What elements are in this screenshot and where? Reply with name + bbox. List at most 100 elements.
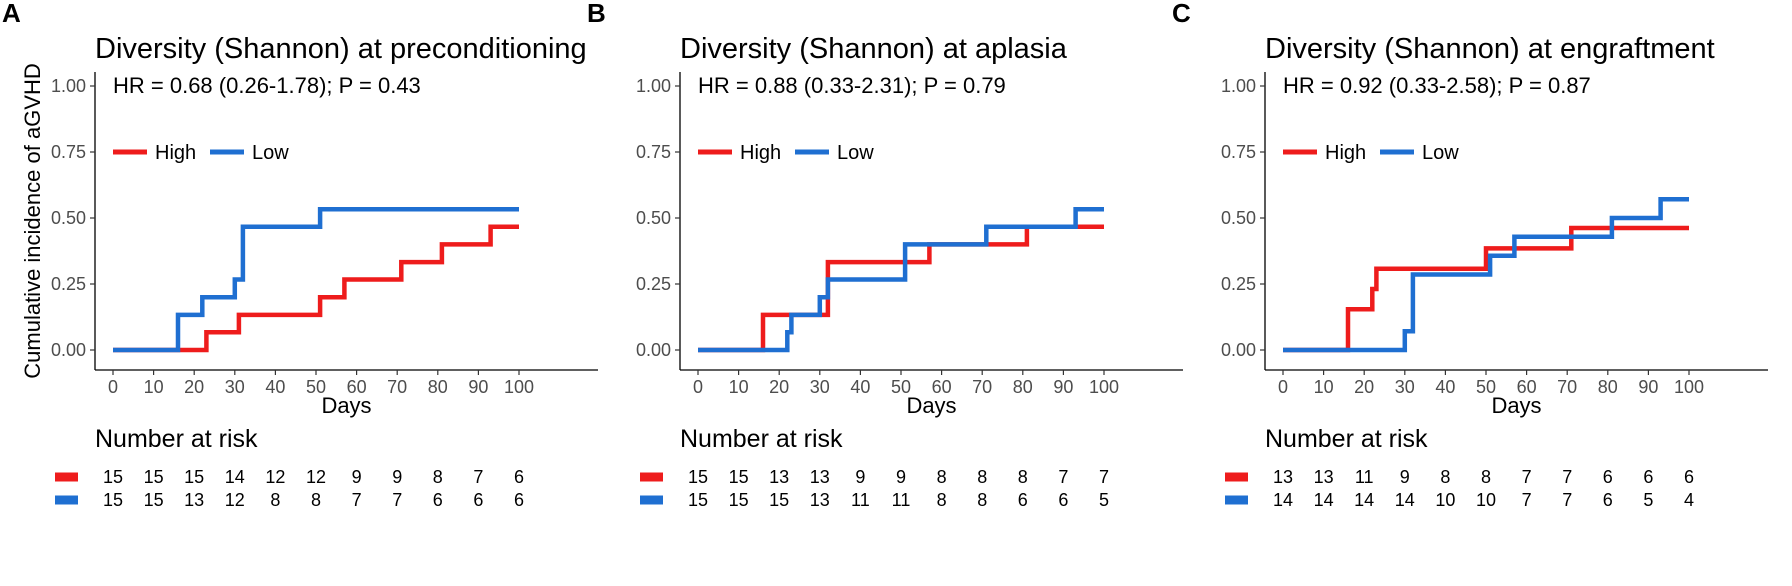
panel-b: B Diversity (Shannon) at aplasia 0.00 0.25 0… (587, 0, 1183, 510)
risk-count: 8 (270, 490, 280, 510)
risk-count: 5 (1643, 490, 1653, 510)
x-tick-label: 60 (1517, 377, 1537, 397)
x-tick-label: 70 (387, 377, 407, 397)
risk-count: 9 (392, 467, 402, 487)
risk-count: 14 (1395, 490, 1415, 510)
risk-count: 7 (1058, 467, 1068, 487)
x-tick-label: 10 (1314, 377, 1334, 397)
risk-count: 6 (473, 490, 483, 510)
risk-count: 9 (1400, 467, 1410, 487)
risk-count: 12 (265, 467, 285, 487)
risk-count: 7 (392, 490, 402, 510)
y-tick-label: 0.25 (51, 274, 86, 294)
risk-count: 14 (1354, 490, 1374, 510)
x-tick-label: 50 (891, 377, 911, 397)
risk-count: 8 (1440, 467, 1450, 487)
risk-count: 7 (1522, 467, 1532, 487)
x-tick-label: 20 (184, 377, 204, 397)
risk-count: 13 (769, 467, 789, 487)
y-tick-label: 0.00 (1221, 340, 1256, 360)
y-tick-label: 0.50 (636, 208, 671, 228)
x-axis-title: Days (321, 393, 371, 418)
x-tick-label: 60 (932, 377, 952, 397)
y-tick-label: 0.50 (51, 208, 86, 228)
risk-count: 7 (1522, 490, 1532, 510)
series-line-high (698, 224, 1104, 353)
chart-title: Diversity (Shannon) at engraftment (1265, 33, 1715, 65)
chart-title: Diversity (Shannon) at aplasia (680, 33, 1068, 65)
risk-count: 6 (1643, 467, 1653, 487)
x-tick-label: 40 (1435, 377, 1455, 397)
x-axis-title: Days (906, 393, 956, 418)
chart-title: Diversity (Shannon) at preconditioning (95, 33, 587, 65)
risk-count: 13 (810, 467, 830, 487)
y-tick-label: 0.00 (636, 340, 671, 360)
risk-count: 8 (937, 490, 947, 510)
panel-label: B (587, 0, 606, 28)
risk-count: 6 (1603, 490, 1613, 510)
risk-count: 7 (473, 467, 483, 487)
risk-count: 6 (1018, 490, 1028, 510)
x-tick-label: 80 (1598, 377, 1618, 397)
x-tick-label: 80 (1013, 377, 1033, 397)
series-line-low (1283, 197, 1689, 353)
hazard-ratio-annotation: HR = 0.88 (0.33-2.31); P = 0.79 (698, 73, 1006, 98)
x-tick-label: 0 (108, 377, 118, 397)
risk-count: 12 (306, 467, 326, 487)
x-tick-label: 60 (347, 377, 367, 397)
legend-label-low: Low (1422, 142, 1459, 164)
risk-table-title: Number at risk (95, 425, 258, 453)
risk-count: 11 (892, 490, 911, 510)
y-tick-label: 1.00 (636, 76, 671, 96)
risk-count: 15 (103, 467, 123, 487)
risk-count: 14 (225, 467, 245, 487)
risk-count: 11 (851, 490, 870, 510)
risk-count: 15 (769, 490, 789, 510)
y-tick-label: 0.00 (51, 340, 86, 360)
risk-count: 6 (514, 490, 524, 510)
risk-count: 10 (1476, 490, 1496, 510)
series-line-low (113, 207, 519, 353)
risk-count: 15 (688, 490, 708, 510)
risk-count: 15 (729, 490, 749, 510)
x-tick-label: 10 (729, 377, 749, 397)
x-tick-label: 20 (1354, 377, 1374, 397)
risk-count: 7 (1562, 490, 1572, 510)
risk-count: 8 (977, 467, 987, 487)
x-tick-label: 100 (1089, 377, 1119, 397)
legend-label-high: High (1325, 142, 1366, 164)
x-axis-title: Days (1491, 393, 1541, 418)
x-tick-label: 30 (810, 377, 830, 397)
x-tick-label: 100 (1674, 377, 1704, 397)
panel-label: C (1172, 0, 1191, 28)
risk-count: 7 (1099, 467, 1109, 487)
x-tick-label: 40 (850, 377, 870, 397)
x-tick-label: 50 (306, 377, 326, 397)
y-tick-label: 0.50 (1221, 208, 1256, 228)
legend-label-high: High (740, 142, 781, 164)
panel-a: A Diversity (Shannon) at preconditioning C… (2, 0, 598, 510)
y-tick-label: 1.00 (51, 76, 86, 96)
y-axis-title: Cumulative incidence of aGVHD (20, 63, 45, 378)
risk-count: 6 (514, 467, 524, 487)
risk-count: 14 (1314, 490, 1334, 510)
risk-count: 5 (1099, 490, 1109, 510)
legend-label-high: High (155, 142, 196, 164)
y-tick-label: 0.25 (636, 274, 671, 294)
risk-count: 11 (1355, 467, 1374, 487)
risk-count: 7 (1562, 467, 1572, 487)
y-tick-label: 0.75 (636, 142, 671, 162)
risk-count: 7 (352, 490, 362, 510)
risk-count: 13 (810, 490, 830, 510)
risk-count: 8 (433, 467, 443, 487)
x-tick-label: 100 (504, 377, 534, 397)
risk-count: 15 (729, 467, 749, 487)
risk-count: 8 (977, 490, 987, 510)
risk-count: 8 (1018, 467, 1028, 487)
x-tick-label: 10 (144, 377, 164, 397)
panel-label: A (2, 0, 21, 28)
risk-count: 13 (184, 490, 204, 510)
hazard-ratio-annotation: HR = 0.92 (0.33-2.58); P = 0.87 (1283, 73, 1591, 98)
legend-label-low: Low (252, 142, 289, 164)
risk-count: 6 (1603, 467, 1613, 487)
